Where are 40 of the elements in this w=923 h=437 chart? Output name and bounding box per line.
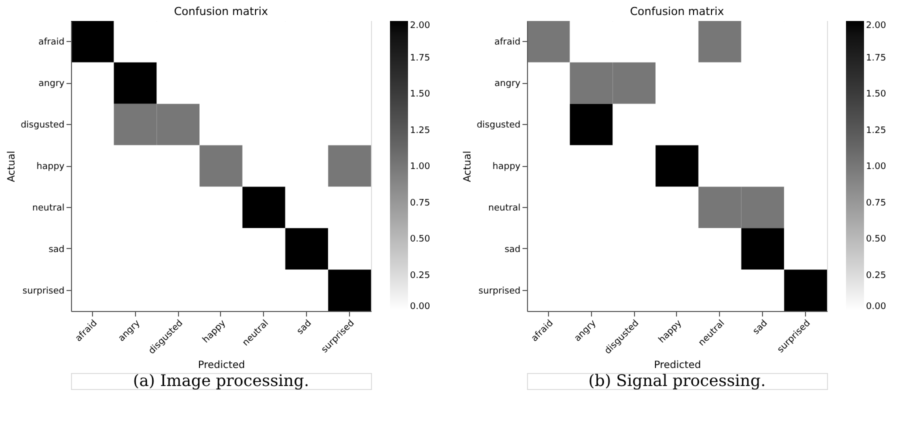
color-bar-label: 0.50 xyxy=(410,234,430,244)
y-axis-title: Actual xyxy=(462,150,474,182)
color-bar-label: 1.25 xyxy=(410,126,430,136)
y-tick-label: angry xyxy=(38,79,66,90)
y-tick-label: happy xyxy=(36,162,66,172)
color-bar-label: 1.75 xyxy=(410,53,430,64)
y-tick-label: sad xyxy=(504,244,520,255)
y-tick-label: afraid xyxy=(494,38,520,48)
text: (a) Image processing. xyxy=(132,371,310,390)
chart-title: Confusion matrix xyxy=(630,5,725,18)
color-bar-label: 0.25 xyxy=(866,270,886,281)
y-tick-label: surprised xyxy=(22,286,64,296)
color-bar-label: 0.50 xyxy=(866,234,886,244)
y-tick-label: angry xyxy=(494,79,522,90)
color-bar-label: 1.25 xyxy=(866,126,886,136)
color-bar-label: 1.50 xyxy=(866,90,886,100)
y-axis-title: Actual xyxy=(6,150,18,182)
chart-title: Confusion matrix xyxy=(174,5,269,18)
color-bar-label: 0.00 xyxy=(410,302,430,312)
y-tick-label: sad xyxy=(48,244,64,255)
y-tick-label: disgusted xyxy=(20,120,64,131)
color-bar-label: 0.00 xyxy=(866,302,886,312)
color-bar-label: 2.00 xyxy=(410,21,430,31)
color-bar-label: 2.00 xyxy=(866,21,886,31)
y-tick-label: surprised xyxy=(478,286,520,296)
y-tick-label: disgusted xyxy=(476,120,520,131)
color-bar-label: 1.00 xyxy=(410,162,430,172)
color-bar-label: 1.50 xyxy=(410,90,430,100)
color-bar-label: 0.75 xyxy=(410,198,430,208)
x-axis-title: Predicted xyxy=(654,360,701,371)
x-axis-title: Predicted xyxy=(198,360,245,371)
y-tick-label: neutral xyxy=(32,203,64,214)
text: (b) Signal processing. xyxy=(588,371,766,390)
y-tick-label: happy xyxy=(492,162,522,172)
color-bar-label: 1.00 xyxy=(866,162,886,172)
y-tick-label: neutral xyxy=(488,203,520,214)
color-bar-label: 1.75 xyxy=(866,53,886,64)
color-bar-label: 0.25 xyxy=(410,270,430,281)
y-tick-label: afraid xyxy=(38,38,64,48)
color-bar-label: 0.75 xyxy=(866,198,886,208)
